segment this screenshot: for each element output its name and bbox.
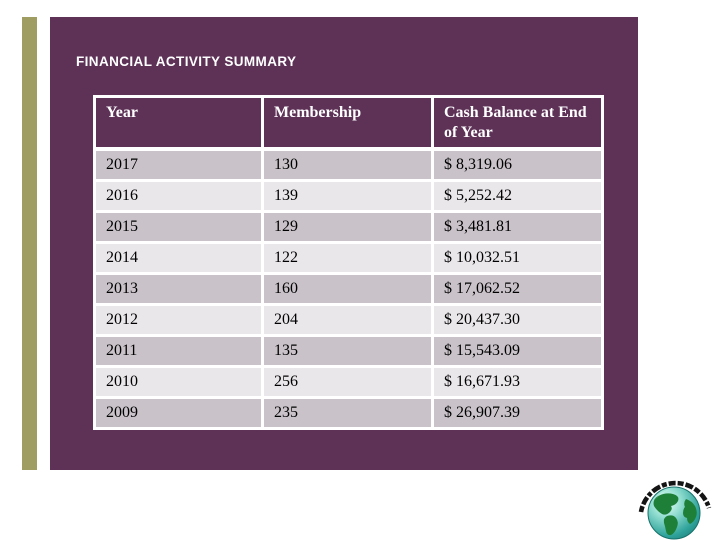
table-row: 2012 204 $ 20,437.30 <box>93 303 604 337</box>
column-header-cash-balance: Cash Balance at End of Year <box>431 95 604 151</box>
table-row: 2017 130 $ 8,319.06 <box>93 147 604 182</box>
membership-cell: 256 <box>261 365 434 399</box>
cash-balance-cell: $ 16,671.93 <box>431 365 604 399</box>
year-cell: 2012 <box>93 303 264 337</box>
globe-land-north <box>653 493 679 515</box>
year-cell: 2013 <box>93 272 264 306</box>
cash-balance-cell: $ 17,062.52 <box>431 272 604 306</box>
cash-balance-cell: $ 8,319.06 <box>431 147 604 182</box>
membership-cell: 135 <box>261 334 434 368</box>
year-cell: 2011 <box>93 334 264 368</box>
globe-land-south <box>663 515 678 536</box>
financial-activity-table: Year Membership Cash Balance at End of Y… <box>93 95 604 430</box>
page-title: FINANCIAL ACTIVITY SUMMARY <box>76 54 297 69</box>
year-cell: 2016 <box>93 179 264 213</box>
membership-cell: 204 <box>261 303 434 337</box>
cash-balance-cell: $ 26,907.39 <box>431 396 604 430</box>
cash-balance-cell: $ 15,543.09 <box>431 334 604 368</box>
table-header-row: Year Membership Cash Balance at End of Y… <box>93 95 604 151</box>
membership-cell: 139 <box>261 179 434 213</box>
year-cell: 2014 <box>93 241 264 275</box>
cash-balance-cell: $ 10,032.51 <box>431 241 604 275</box>
cash-balance-cell: $ 20,437.30 <box>431 303 604 337</box>
table-row: 2010 256 $ 16,671.93 <box>93 365 604 399</box>
table-row: 2015 129 $ 3,481.81 <box>93 210 604 244</box>
membership-cell: 130 <box>261 147 434 182</box>
year-cell: 2017 <box>93 147 264 182</box>
accent-stripe <box>22 17 37 470</box>
membership-cell: 235 <box>261 396 434 430</box>
year-cell: 2010 <box>93 365 264 399</box>
table-row: 2014 122 $ 10,032.51 <box>93 241 604 275</box>
membership-cell: 122 <box>261 241 434 275</box>
year-cell: 2015 <box>93 210 264 244</box>
table-row: 2016 139 $ 5,252.42 <box>93 179 604 213</box>
logo-curved-text-arc <box>638 480 712 513</box>
membership-cell: 129 <box>261 210 434 244</box>
membership-cell: 160 <box>261 272 434 306</box>
table-row: 2011 135 $ 15,543.09 <box>93 334 604 368</box>
column-header-year: Year <box>93 95 264 151</box>
globe-logo-icon <box>638 480 712 540</box>
cash-balance-cell: $ 3,481.81 <box>431 210 604 244</box>
table-row: 2009 235 $ 26,907.39 <box>93 396 604 430</box>
column-header-membership: Membership <box>261 95 434 151</box>
cash-balance-cell: $ 5,252.42 <box>431 179 604 213</box>
globe-land-east <box>683 499 697 524</box>
table-row: 2013 160 $ 17,062.52 <box>93 272 604 306</box>
year-cell: 2009 <box>93 396 264 430</box>
